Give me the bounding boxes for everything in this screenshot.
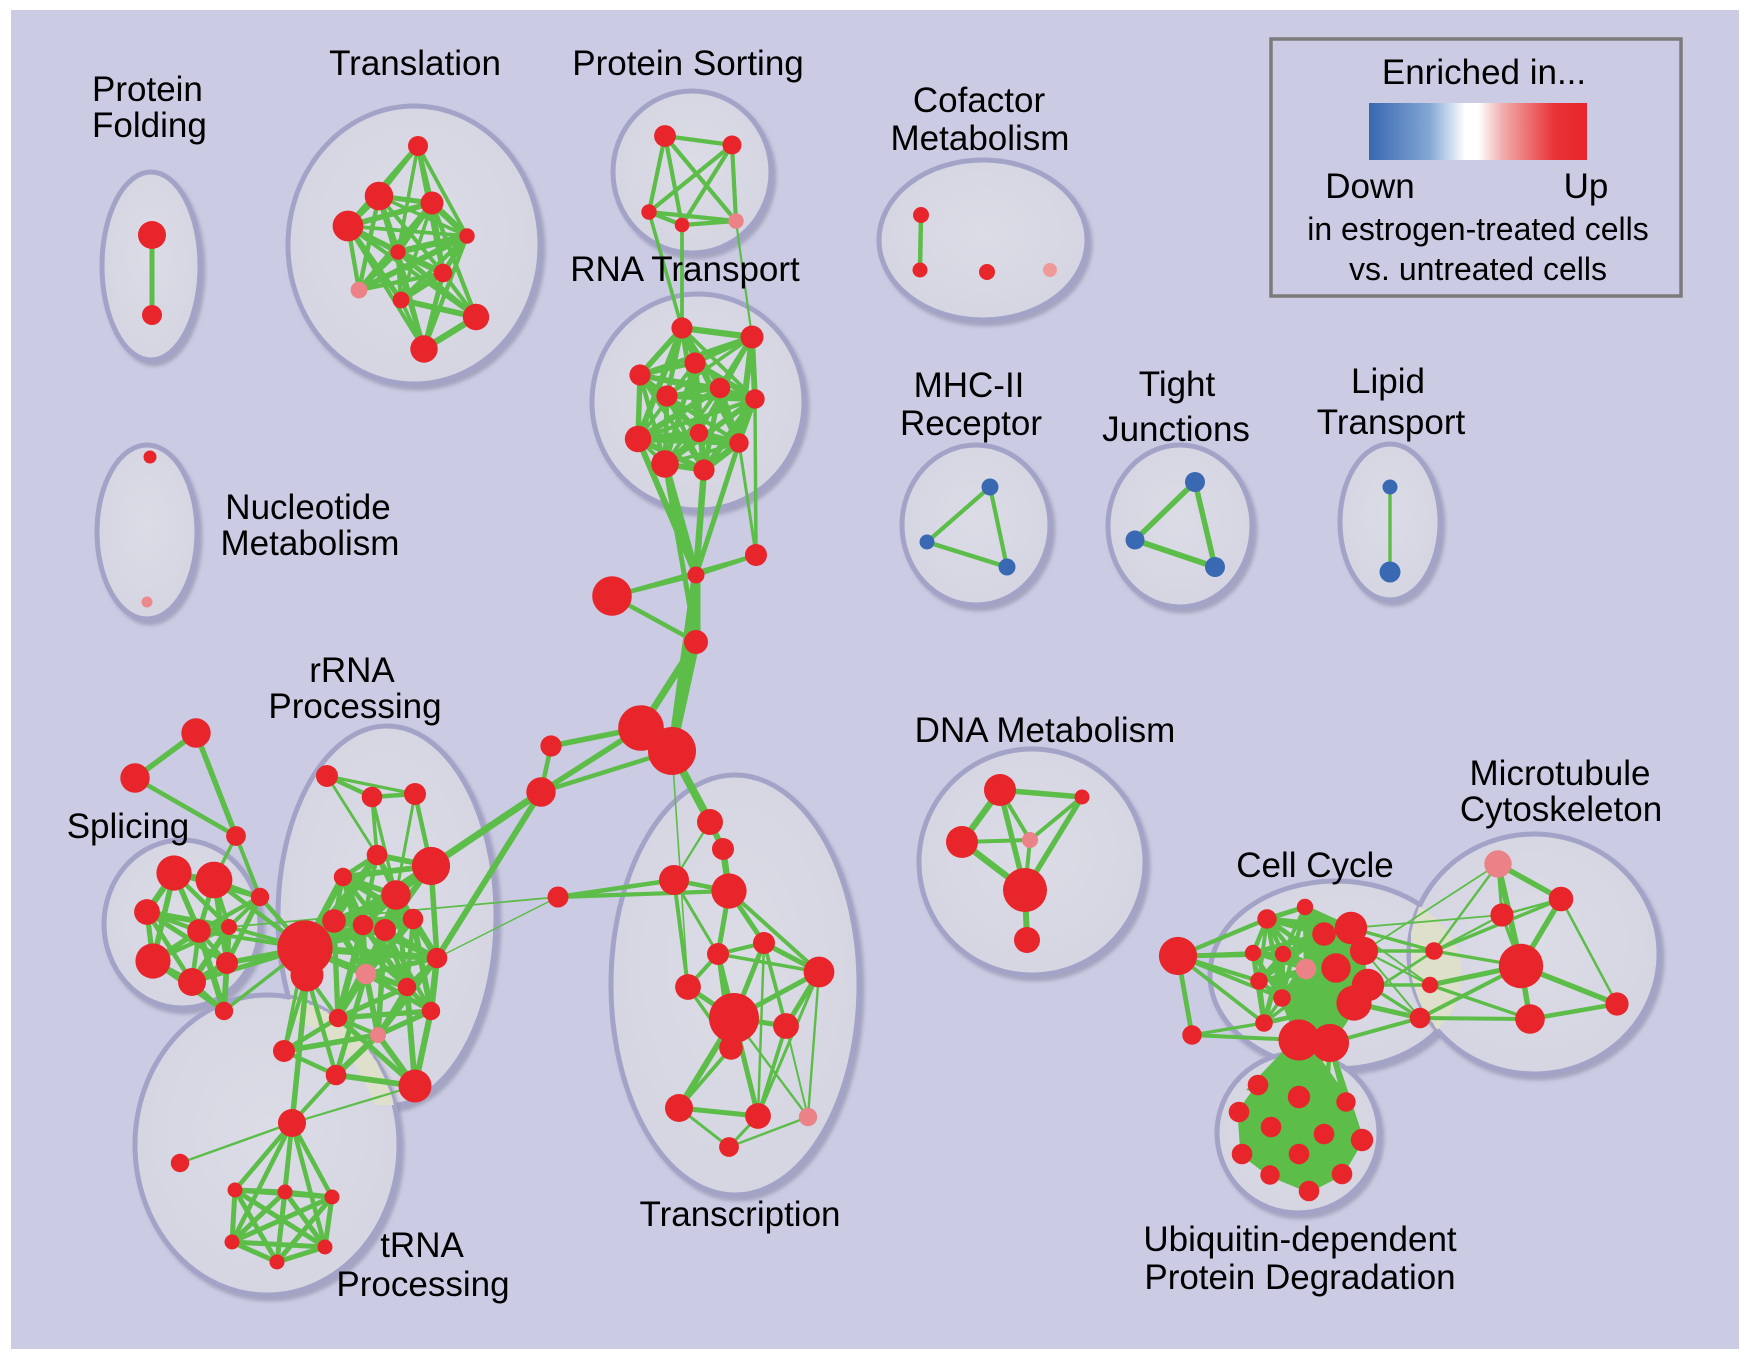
svg-text:Transcription: Transcription	[640, 1195, 841, 1234]
svg-text:in estrogen-treated cells: in estrogen-treated cells	[1307, 211, 1649, 247]
svg-text:Metabolism: Metabolism	[891, 119, 1070, 158]
svg-text:Ubiquitin-dependent: Ubiquitin-dependent	[1143, 1220, 1457, 1259]
svg-text:Translation: Translation	[329, 44, 501, 83]
svg-text:Transport: Transport	[1317, 403, 1466, 442]
svg-text:Cofactor: Cofactor	[913, 81, 1046, 120]
svg-text:Protein Sorting: Protein Sorting	[572, 44, 804, 83]
svg-text:Tight: Tight	[1139, 365, 1216, 404]
svg-text:Protein Degradation: Protein Degradation	[1144, 1258, 1455, 1297]
svg-text:MHC-II: MHC-II	[914, 366, 1025, 405]
svg-text:Processing: Processing	[336, 1265, 509, 1304]
svg-text:Receptor: Receptor	[900, 404, 1042, 443]
svg-text:Junctions: Junctions	[1102, 410, 1250, 449]
svg-text:Metabolism: Metabolism	[221, 524, 400, 563]
svg-text:Enriched in...: Enriched in...	[1382, 53, 1586, 92]
svg-text:RNA Transport: RNA Transport	[570, 250, 800, 289]
svg-text:Up: Up	[1564, 167, 1609, 206]
svg-text:Cell Cycle: Cell Cycle	[1236, 846, 1394, 885]
svg-text:tRNA: tRNA	[380, 1226, 464, 1265]
svg-text:vs. untreated cells: vs. untreated cells	[1349, 251, 1607, 287]
svg-text:Processing: Processing	[268, 687, 441, 726]
svg-text:Cytoskeleton: Cytoskeleton	[1460, 790, 1662, 829]
svg-text:rRNA: rRNA	[309, 651, 395, 690]
svg-text:Protein: Protein	[92, 70, 203, 109]
svg-text:Down: Down	[1325, 167, 1414, 206]
svg-text:Nucleotide: Nucleotide	[225, 488, 390, 527]
svg-text:Folding: Folding	[92, 106, 207, 145]
svg-text:Lipid: Lipid	[1351, 362, 1425, 401]
svg-text:Microtubule: Microtubule	[1470, 754, 1651, 793]
svg-text:Splicing: Splicing	[67, 807, 190, 846]
svg-text:DNA Metabolism: DNA Metabolism	[915, 711, 1176, 750]
